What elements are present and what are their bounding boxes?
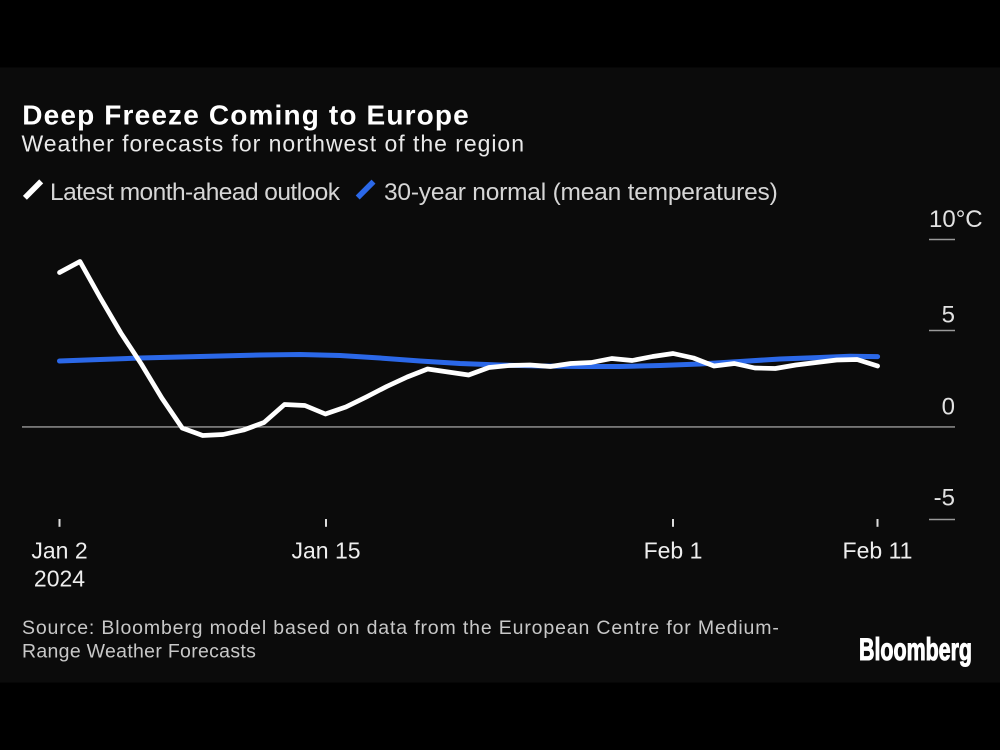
svg-text:0: 0 bbox=[942, 394, 955, 421]
svg-text:10°C: 10°C bbox=[929, 206, 983, 233]
svg-text:Source: Bloomberg model based: Source: Bloomberg model based on data fr… bbox=[22, 617, 780, 639]
svg-text:5: 5 bbox=[942, 302, 955, 329]
svg-text:Bloomberg: Bloomberg bbox=[859, 632, 972, 667]
svg-text:Feb 11: Feb 11 bbox=[843, 538, 913, 564]
svg-text:2024: 2024 bbox=[34, 566, 85, 592]
svg-text:Range Weather Forecasts: Range Weather Forecasts bbox=[22, 641, 256, 663]
svg-text:Weather forecasts for northwes: Weather forecasts for northwest of the r… bbox=[22, 131, 525, 157]
svg-text:Latest month-ahead outlook: Latest month-ahead outlook bbox=[50, 179, 341, 206]
svg-text:-5: -5 bbox=[934, 485, 955, 512]
svg-text:Deep Freeze Coming to Europe: Deep Freeze Coming to Europe bbox=[22, 99, 470, 130]
svg-text:30-year normal (mean temperatu: 30-year normal (mean temperatures) bbox=[384, 179, 778, 206]
svg-text:Feb 1: Feb 1 bbox=[644, 538, 703, 564]
svg-text:Jan 2: Jan 2 bbox=[31, 538, 87, 564]
svg-text:Jan 15: Jan 15 bbox=[291, 538, 360, 564]
